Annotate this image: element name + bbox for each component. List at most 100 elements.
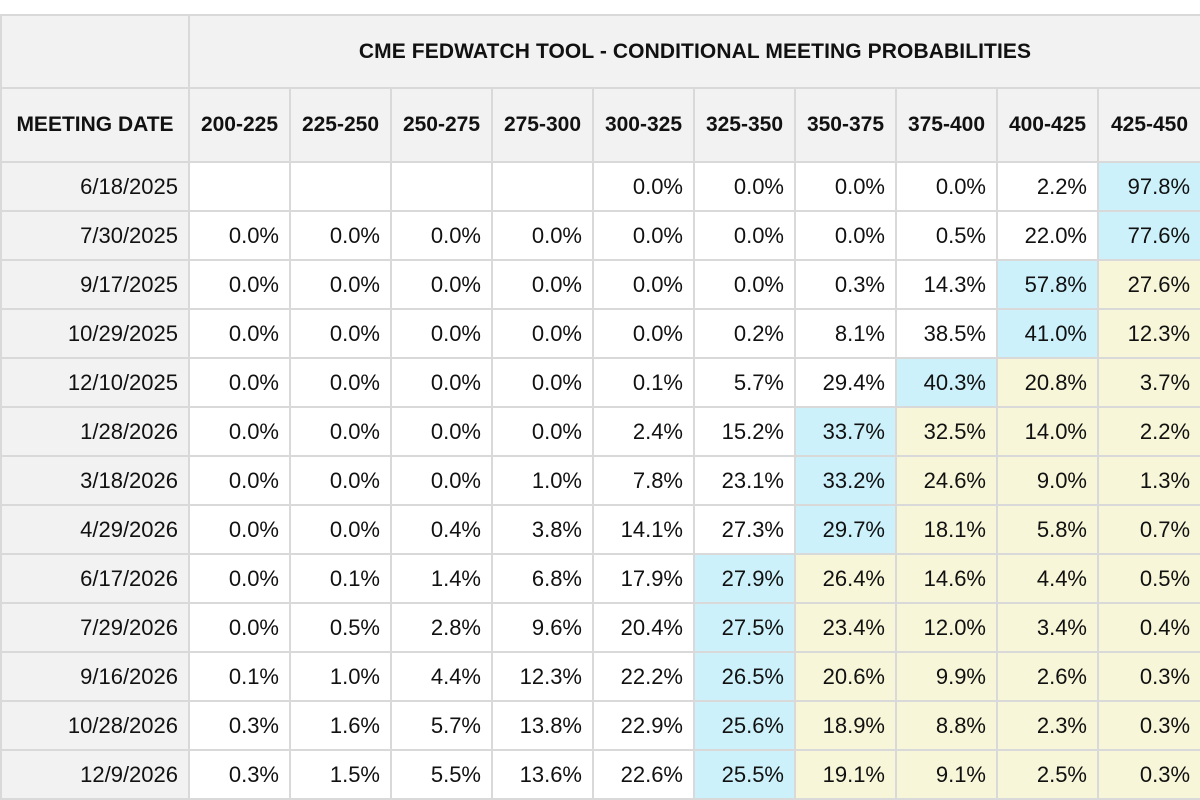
probability-cell: 77.6% [1096,210,1200,261]
probability-cell: 0.0% [491,406,594,457]
probability-cell: 0.1% [188,651,291,702]
probability-cell: 29.4% [794,357,897,408]
meeting-date-cell: 9/16/2026 [0,651,190,702]
probability-cell: 0.0% [693,161,796,212]
probability-cell: 12.0% [895,602,998,653]
probability-cell: 12.3% [491,651,594,702]
table-row: 7/30/2025 0.0% 0.0% 0.0% 0.0% 0.0% 0.0% 0.0% 0.5… [0,210,1200,261]
rate-range-header: 275-300 [491,87,594,163]
probability-cell: 9.0% [996,455,1099,506]
probability-cell: 0.0% [592,161,695,212]
probability-cell: 0.0% [693,210,796,261]
probability-cell: 0.0% [390,210,493,261]
probability-cell: 0.0% [289,259,392,310]
probability-cell: 22.9% [592,700,695,751]
probability-cell: 0.3% [794,259,897,310]
probability-cell: 0.0% [390,308,493,359]
probability-cell: 19.1% [794,749,897,800]
probability-cell: 23.4% [794,602,897,653]
table-row: 12/10/2025 0.0% 0.0% 0.0% 0.0% 0.1% 5.7% 29.4% 4… [0,357,1200,408]
table-row: 10/29/2025 0.0% 0.0% 0.0% 0.0% 0.0% 0.2% 8.1% 38… [0,308,1200,359]
header-row: MEETING DATE 200-225 225-250 250-275 275-30… [0,87,1200,163]
probability-cell: 0.0% [491,210,594,261]
probability-cell: 20.8% [996,357,1099,408]
meeting-date-cell: 7/29/2026 [0,602,190,653]
probability-cell: 27.9% [693,553,796,604]
probability-cell: 9.6% [491,602,594,653]
probability-cell: 40.3% [895,357,998,408]
probability-cell: 7.8% [592,455,695,506]
probability-cell: 20.4% [592,602,695,653]
meeting-date-cell: 6/17/2026 [0,553,190,604]
meeting-date-cell: 9/17/2025 [0,259,190,310]
probability-cell: 0.0% [390,357,493,408]
meeting-date-cell: 6/18/2025 [0,161,190,212]
probability-cell: 0.0% [289,406,392,457]
probability-cell: 57.8% [996,259,1099,310]
probability-cell: 33.2% [794,455,897,506]
probability-cell: 0.7% [1096,504,1200,555]
table-row: 7/29/2026 0.0% 0.5% 2.8% 9.6% 20.4% 27.5% 23.4%… [0,602,1200,653]
probability-cell: 0.0% [188,602,291,653]
probability-cell: 0.5% [895,210,998,261]
probability-cell: 0.0% [592,210,695,261]
probability-cell: 13.6% [491,749,594,800]
probability-cell: 0.0% [794,210,897,261]
table-row: 9/16/2026 0.1% 1.0% 4.4% 12.3% 22.2% 26.5% 20.6… [0,651,1200,702]
probability-cell: 23.1% [693,455,796,506]
probability-cell [289,161,392,212]
probability-cell: 2.3% [996,700,1099,751]
probability-cell: 0.0% [390,259,493,310]
probability-cell: 29.7% [794,504,897,555]
table-row: 6/17/2026 0.0% 0.1% 1.4% 6.8% 17.9% 27.9% 26.4%… [0,553,1200,604]
probability-cell: 9.1% [895,749,998,800]
rate-range-header: 375-400 [895,87,998,163]
probability-cell: 26.4% [794,553,897,604]
rate-range-header: 300-325 [592,87,695,163]
probability-cell: 97.8% [1096,161,1200,212]
probability-cell: 0.0% [390,455,493,506]
probability-cell: 2.5% [996,749,1099,800]
probability-cell: 0.0% [693,259,796,310]
probability-cell: 5.5% [390,749,493,800]
meeting-date-cell: 12/9/2026 [0,749,190,800]
probability-cell: 0.0% [289,504,392,555]
table-row: 4/29/2026 0.0% 0.0% 0.4% 3.8% 14.1% 27.3% 29.7%… [0,504,1200,555]
probability-cell: 5.7% [693,357,796,408]
probability-cell: 0.0% [289,357,392,408]
probability-cell: 18.9% [794,700,897,751]
meeting-date-cell: 10/28/2026 [0,700,190,751]
probability-cell: 0.0% [289,308,392,359]
rate-range-header: 250-275 [390,87,493,163]
probability-cell: 0.0% [491,259,594,310]
probability-cell: 0.0% [188,210,291,261]
table-row: 6/18/2025 0.0% 0.0% 0.0% 0.0% 2.2% 97.8% [0,161,1200,212]
probability-cell: 9.9% [895,651,998,702]
probability-cell: 26.5% [693,651,796,702]
probability-cell: 2.2% [1096,406,1200,457]
table-title: CME FEDWATCH TOOL - CONDITIONAL MEETING … [187,14,1200,89]
rate-range-header: 325-350 [693,87,796,163]
rate-range-header: 350-375 [794,87,897,163]
probability-cell: 18.1% [895,504,998,555]
probability-cell [491,161,594,212]
table-row: 3/18/2026 0.0% 0.0% 0.0% 1.0% 7.8% 23.1% 33.2% 2… [0,455,1200,506]
probability-cell: 2.8% [390,602,493,653]
probability-cell: 0.0% [188,504,291,555]
title-row: CME FEDWATCH TOOL - CONDITIONAL MEETING … [0,14,1200,89]
probability-cell: 12.3% [1096,308,1200,359]
probability-cell: 5.8% [996,504,1099,555]
probability-cell: 2.2% [996,161,1099,212]
probability-cell: 0.0% [188,357,291,408]
probability-cell [188,161,291,212]
probability-table: CME FEDWATCH TOOL - CONDITIONAL MEETING … [0,14,1200,800]
rate-range-header: 225-250 [289,87,392,163]
probability-cell: 24.6% [895,455,998,506]
probability-cell: 20.6% [794,651,897,702]
probability-cell: 41.0% [996,308,1099,359]
probability-cell: 0.0% [491,357,594,408]
corner-cell [0,14,190,89]
rate-range-header: 200-225 [188,87,291,163]
probability-cell: 0.1% [592,357,695,408]
probability-cell: 13.8% [491,700,594,751]
